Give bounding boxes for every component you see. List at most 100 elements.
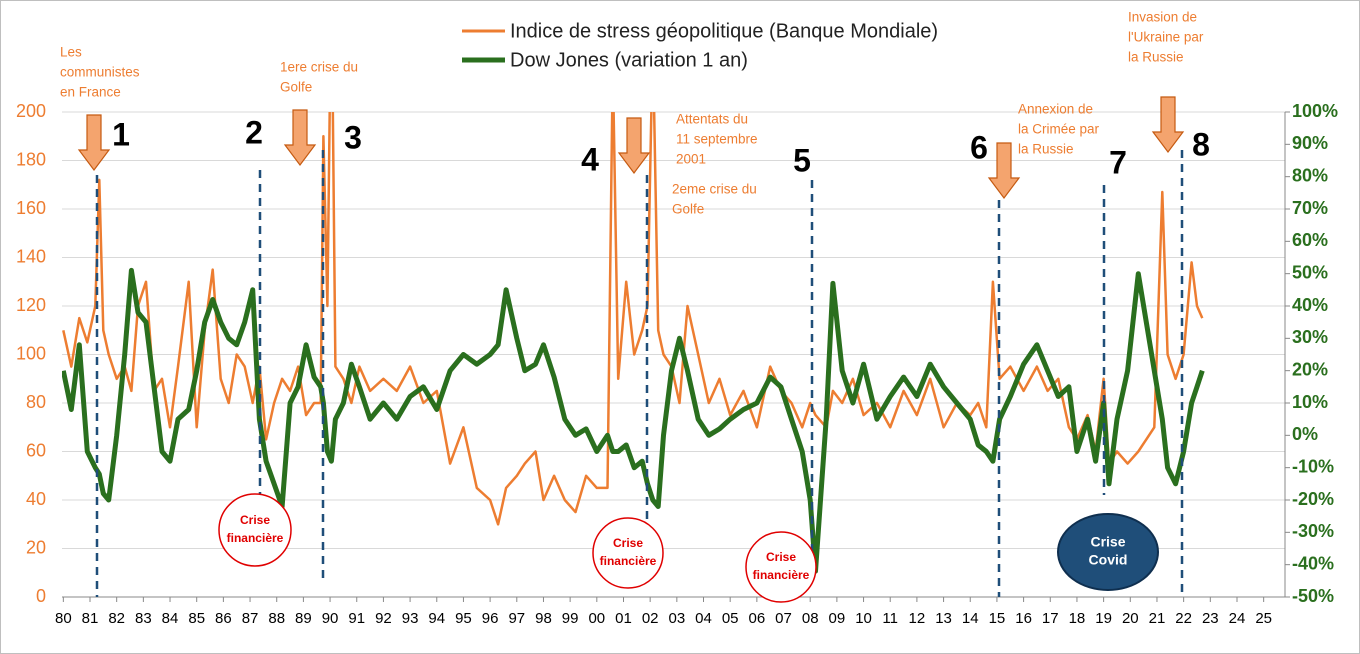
x-tick-label: 23 bbox=[1202, 610, 1219, 627]
y-tick-label: 40 bbox=[26, 489, 46, 509]
x-tick-label: 97 bbox=[508, 610, 525, 627]
x-tick-label: 18 bbox=[1069, 610, 1086, 627]
y2-tick-label: 20% bbox=[1292, 359, 1328, 379]
x-tick-label: 92 bbox=[375, 610, 392, 627]
annotation: en France bbox=[60, 85, 121, 100]
crisis-circle bbox=[218, 493, 292, 567]
annotation: la Russie bbox=[1128, 50, 1184, 65]
event-arrow bbox=[987, 142, 1021, 199]
crisis-label: financière bbox=[227, 531, 284, 545]
annotation: Golfe bbox=[672, 202, 704, 217]
annotation: l'Ukraine par bbox=[1128, 30, 1204, 45]
event-number: 3 bbox=[344, 119, 362, 155]
y2-tick-label: 40% bbox=[1292, 295, 1328, 315]
x-tick-label: 94 bbox=[428, 610, 445, 627]
annotation: 2eme crise du bbox=[672, 182, 757, 197]
x-tick-label: 01 bbox=[615, 610, 632, 627]
x-tick-label: 85 bbox=[188, 610, 205, 627]
y2-tick-label: 100% bbox=[1292, 101, 1338, 121]
x-tick-label: 83 bbox=[135, 610, 152, 627]
crisis-label: financière bbox=[600, 554, 657, 568]
annotation: Annexion de bbox=[1018, 102, 1093, 117]
event-arrow bbox=[1151, 96, 1185, 153]
x-tick-label: 09 bbox=[829, 610, 846, 627]
y2-tick-label: -20% bbox=[1292, 489, 1334, 509]
x-tick-label: 02 bbox=[642, 610, 659, 627]
x-tick-label: 24 bbox=[1229, 610, 1246, 627]
event-arrow bbox=[283, 109, 317, 166]
event-number: 5 bbox=[793, 142, 811, 178]
series-line bbox=[62, 112, 1204, 526]
annotation: Les bbox=[60, 45, 82, 60]
y2-tick-label: 0% bbox=[1292, 424, 1318, 444]
x-tick-label: 07 bbox=[775, 610, 792, 627]
x-tick-label: 82 bbox=[108, 610, 125, 627]
x-tick-label: 81 bbox=[82, 610, 99, 627]
annotation: 2001 bbox=[676, 152, 706, 167]
annotation: Invasion de bbox=[1128, 10, 1197, 25]
x-tick-label: 06 bbox=[749, 610, 766, 627]
annotation: Golfe bbox=[280, 80, 312, 95]
x-tick-label: 84 bbox=[162, 610, 179, 627]
x-tick-label: 20 bbox=[1122, 610, 1139, 627]
series-line bbox=[62, 267, 1205, 574]
x-tick-label: 93 bbox=[402, 610, 419, 627]
x-tick-label: 03 bbox=[668, 610, 685, 627]
event-number: 2 bbox=[245, 114, 263, 150]
crisis-circle bbox=[1057, 513, 1159, 591]
legend-label: Dow Jones (variation 1 an) bbox=[510, 49, 748, 71]
y-tick-label: 140 bbox=[16, 246, 46, 266]
y2-tick-label: 50% bbox=[1292, 262, 1328, 282]
x-tick-label: 11 bbox=[882, 610, 898, 627]
x-tick-label: 25 bbox=[1255, 610, 1272, 627]
annotation: communistes bbox=[60, 65, 140, 80]
x-tick-label: 99 bbox=[562, 610, 579, 627]
y-tick-label: 200 bbox=[16, 101, 46, 121]
event-arrow bbox=[617, 117, 651, 174]
x-tick-label: 12 bbox=[909, 610, 926, 627]
y2-tick-label: 70% bbox=[1292, 198, 1328, 218]
legend-label: Indice de stress géopolitique (Banque Mo… bbox=[510, 20, 938, 42]
y2-tick-label: -40% bbox=[1292, 553, 1334, 573]
crisis-label: Crise bbox=[613, 536, 643, 550]
x-tick-label: 13 bbox=[935, 610, 952, 627]
event-number: 1 bbox=[112, 116, 130, 152]
y-tick-label: 120 bbox=[16, 295, 46, 315]
event-number: 4 bbox=[581, 141, 599, 177]
x-tick-label: 91 bbox=[348, 610, 365, 627]
y-tick-label: 80 bbox=[26, 392, 46, 412]
annotation: la Crimée par bbox=[1018, 122, 1100, 137]
x-tick-label: 21 bbox=[1149, 610, 1166, 627]
y-tick-label: 180 bbox=[16, 149, 46, 169]
crisis-label: Crise bbox=[766, 550, 796, 564]
y2-tick-label: 60% bbox=[1292, 230, 1328, 250]
crisis-label: Crise bbox=[1090, 534, 1125, 550]
x-tick-label: 98 bbox=[535, 610, 552, 627]
event-number: 7 bbox=[1109, 144, 1127, 180]
y-tick-label: 20 bbox=[26, 537, 46, 557]
event-arrow bbox=[77, 114, 111, 171]
x-tick-label: 04 bbox=[695, 610, 712, 627]
x-tick-label: 80 bbox=[55, 610, 72, 627]
x-tick-label: 08 bbox=[802, 610, 819, 627]
y2-tick-label: 30% bbox=[1292, 327, 1328, 347]
annotation: Attentats du bbox=[676, 112, 748, 127]
x-tick-label: 87 bbox=[242, 610, 259, 627]
x-tick-label: 10 bbox=[855, 610, 872, 627]
x-tick-label: 86 bbox=[215, 610, 232, 627]
x-tick-label: 88 bbox=[268, 610, 285, 627]
annotation: 11 septembre bbox=[676, 132, 758, 147]
y2-tick-label: 10% bbox=[1292, 392, 1328, 412]
event-number: 6 bbox=[970, 129, 988, 165]
crisis-label: financière bbox=[753, 568, 810, 582]
y2-tick-label: -50% bbox=[1292, 586, 1334, 606]
y2-tick-label: 80% bbox=[1292, 165, 1328, 185]
x-tick-label: 00 bbox=[588, 610, 605, 627]
y-tick-label: 160 bbox=[16, 198, 46, 218]
y-tick-label: 0 bbox=[36, 586, 46, 606]
crisis-circle bbox=[745, 531, 817, 603]
x-tick-label: 90 bbox=[322, 610, 339, 627]
x-tick-label: 96 bbox=[482, 610, 499, 627]
y2-tick-label: -10% bbox=[1292, 456, 1334, 476]
